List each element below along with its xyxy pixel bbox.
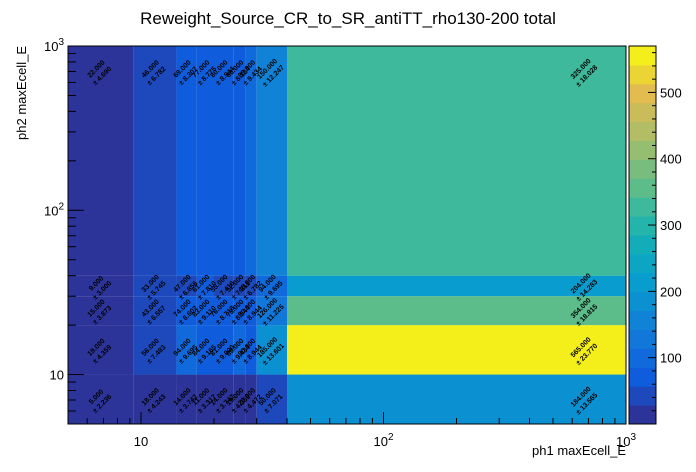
heatmap-cell xyxy=(256,374,287,424)
z-tick-label: 500 xyxy=(660,85,682,100)
heatmap-cell xyxy=(213,275,234,297)
heatmap-cell xyxy=(176,325,197,375)
heatmap-cell xyxy=(196,296,214,326)
heatmap-cell xyxy=(133,275,177,297)
heatmap-cell xyxy=(233,46,246,276)
z-tick-label: 400 xyxy=(660,152,682,167)
palette-swatch xyxy=(629,253,656,274)
heatmap-cell xyxy=(213,325,234,375)
heatmap-cell xyxy=(176,46,197,276)
y-axis-label: ph2 maxEcell_E xyxy=(14,46,29,140)
heatmap-cell xyxy=(233,296,246,326)
heatmap-cell xyxy=(256,296,287,326)
z-tick-label: 100 xyxy=(660,351,682,366)
palette-swatch xyxy=(629,329,656,349)
x-tick-label: 10 xyxy=(134,434,148,449)
heatmap-cell xyxy=(286,275,626,297)
palette-swatch xyxy=(629,83,656,104)
palette-swatch xyxy=(629,46,656,66)
palette-swatch xyxy=(629,159,656,179)
palette-swatch xyxy=(629,291,656,312)
palette-swatch xyxy=(629,348,656,368)
heatmap-cell xyxy=(213,296,234,326)
palette-swatch xyxy=(629,64,656,85)
axes: 10 102 103 10 102 103 xyxy=(44,37,636,449)
x-axis-label: ph1 maxEcell_E xyxy=(532,443,626,458)
y-tick-label: 10 xyxy=(50,368,64,383)
palette-swatch xyxy=(629,367,656,387)
palette-swatch xyxy=(629,235,656,255)
heatmap-cell xyxy=(196,374,214,424)
heatmap-cell xyxy=(233,374,246,424)
heatmap-cells xyxy=(68,46,626,424)
heatmap-cell xyxy=(133,46,177,276)
z-tick-label: 200 xyxy=(660,284,682,299)
palette-swatch xyxy=(629,121,656,141)
heatmap-cell xyxy=(68,275,134,297)
heatmap-cell xyxy=(213,374,234,424)
palette-swatch xyxy=(629,405,656,425)
heatmap-cell xyxy=(133,374,177,424)
heatmap-cell xyxy=(245,325,257,375)
palette-swatch xyxy=(629,102,656,123)
heatmap-cell xyxy=(286,296,626,326)
y-tick-label: 102 xyxy=(44,201,64,218)
heatmap-cell xyxy=(256,275,287,297)
palette-swatch xyxy=(629,386,656,406)
heatmap-cell xyxy=(233,275,246,297)
heatmap-cell xyxy=(176,275,197,297)
heatmap-cell xyxy=(176,374,197,424)
chart-title: Reweight_Source_CR_to_SR_antiTT_rho130-2… xyxy=(140,9,556,28)
palette-swatch xyxy=(629,216,656,236)
heatmap-cell xyxy=(68,296,134,326)
heatmap-cell xyxy=(286,46,626,276)
y-tick-label: 103 xyxy=(44,37,64,54)
heatmap-cell xyxy=(233,325,246,375)
heatmap-cell xyxy=(196,46,214,276)
heatmap-cell xyxy=(213,46,234,276)
plot-frame xyxy=(67,45,627,425)
heatmap-cell xyxy=(245,296,257,326)
palette-swatch xyxy=(629,140,656,160)
palette-swatch xyxy=(629,178,656,198)
heatmap-cell xyxy=(245,46,257,276)
palette-frame xyxy=(628,45,657,425)
x-tick-label: 102 xyxy=(373,432,393,449)
palette-swatch xyxy=(629,197,656,217)
heatmap-cell xyxy=(256,325,287,375)
palette-swatch xyxy=(629,310,656,330)
heatmap-cell xyxy=(196,325,214,375)
x-tick-label: 103 xyxy=(616,432,636,449)
heatmap-cell xyxy=(286,374,626,424)
color-palette: 100 200 300 400 500 xyxy=(628,45,682,425)
heatmap-cell xyxy=(196,275,214,297)
heatmap-cell xyxy=(68,374,134,424)
z-tick-label: 300 xyxy=(660,218,682,233)
heatmap-cell xyxy=(245,374,257,424)
heatmap-cell xyxy=(133,325,177,375)
heatmap-cell xyxy=(286,325,626,375)
heatmap-cell xyxy=(68,325,134,375)
heatmap-cell xyxy=(245,275,257,297)
heatmap-cell xyxy=(176,296,197,326)
palette-swatch xyxy=(629,272,656,293)
heatmap-cell xyxy=(133,296,177,326)
heatmap-cell xyxy=(68,46,134,276)
heatmap-cell xyxy=(256,46,287,276)
